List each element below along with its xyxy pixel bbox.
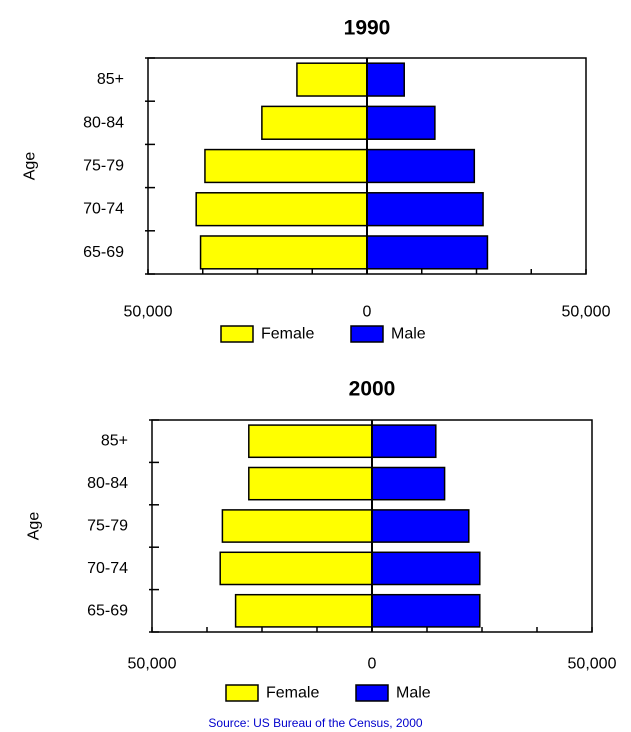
chart-1-legend-label-male: Male (391, 326, 426, 343)
chart-2-y-axis-label: Age (26, 512, 43, 541)
chart-1-y-tick-label-70-74: 70-74 (83, 201, 124, 218)
chart-1-male-bar-65-69 (366, 235, 489, 270)
chart-1-female-bar-80-84 (261, 105, 368, 140)
source-note: Source: US Bureau of the Census, 2000 (208, 716, 423, 730)
chart-2-female-bar-65-69 (234, 593, 373, 628)
chart-2-legend-swatch-male (355, 684, 389, 702)
chart-2-legend-label-female: Female (266, 685, 319, 702)
chart-2-male-bar-65-69 (371, 593, 481, 628)
chart-2-legend-swatch-female (225, 684, 259, 702)
chart-1-female-bar-85+ (296, 62, 368, 97)
chart-2-female-bar-70-74 (219, 551, 373, 586)
chart-1-title: 1990 (344, 17, 391, 40)
chart-2-female-bar-80-84 (248, 466, 373, 501)
chart-1-y-tick-label-85+: 85+ (97, 71, 124, 88)
chart-1-female-bar-70-74 (195, 192, 368, 227)
chart-1-y-tick-label-65-69: 65-69 (83, 244, 124, 261)
chart-1-male-bar-75-79 (366, 148, 476, 184)
chart-2-y-tick-label-65-69: 65-69 (87, 602, 128, 619)
chart-1-male-bar-85+ (366, 62, 405, 97)
chart-1-legend-swatch-female (220, 325, 254, 343)
chart-2-x-tick-label--50000: 50,000 (128, 656, 177, 673)
chart-1-legend-swatch-male (350, 325, 384, 343)
chart-1-male-bar-70-74 (366, 192, 484, 227)
chart-1-female-bar-65-69 (199, 235, 368, 270)
chart-1-x-tick-label--50000: 50,000 (124, 304, 173, 321)
chart-1-y-tick-label-75-79: 75-79 (83, 158, 124, 175)
chart-2-y-tick-label-75-79: 75-79 (87, 518, 128, 535)
chart-2-title: 2000 (349, 378, 396, 401)
chart-2-male-bar-85+ (371, 424, 437, 459)
chart-1-x-tick-label-0: 0 (363, 304, 372, 321)
chart-2-x-tick-label-50000: 50,000 (568, 656, 617, 673)
chart-1-legend-label-female: Female (261, 326, 314, 343)
chart-1-y-tick-label-80-84: 80-84 (83, 114, 124, 131)
chart-2-male-bar-70-74 (371, 551, 481, 586)
chart-1-x-tick-label-50000: 50,000 (562, 304, 611, 321)
chart-2-y-tick-label-80-84: 80-84 (87, 475, 128, 492)
chart-2-legend-label-male: Male (396, 685, 431, 702)
chart-2-male-bar-80-84 (371, 466, 446, 501)
chart-1-y-axis-label: Age (22, 152, 39, 181)
chart-1-male-bar-80-84 (366, 105, 436, 140)
chart-2-female-bar-85+ (248, 424, 373, 459)
chart-2-female-bar-75-79 (221, 509, 373, 543)
chart-2-x-tick-label-0: 0 (368, 656, 377, 673)
chart-1-female-bar-75-79 (204, 148, 368, 184)
chart-2-y-tick-label-70-74: 70-74 (87, 560, 128, 577)
chart-2-male-bar-75-79 (371, 509, 470, 543)
chart-2-y-tick-label-85+: 85+ (101, 433, 128, 450)
